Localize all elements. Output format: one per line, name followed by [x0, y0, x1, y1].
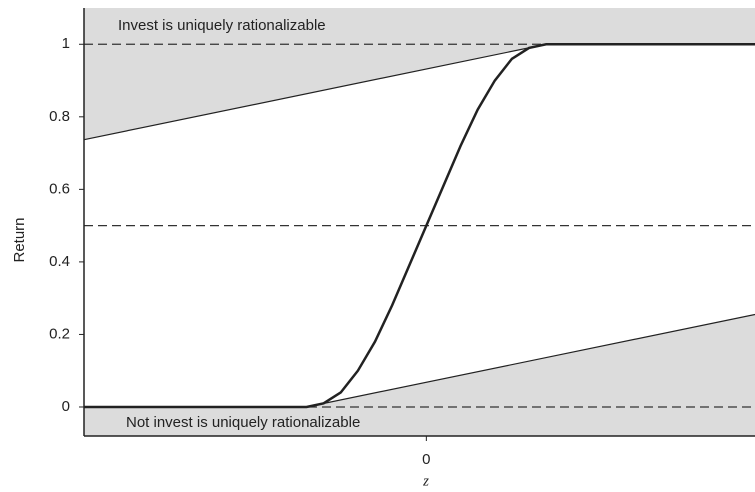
- y-tick-label: 0.4: [49, 253, 70, 270]
- annotation: Not invest is uniquely rationalizable: [126, 414, 360, 431]
- y-tick-label: 0.6: [49, 180, 70, 197]
- y-tick-label: 0: [62, 398, 70, 415]
- y-tick-label: 0.8: [49, 108, 70, 125]
- shaded-region: [84, 8, 755, 140]
- curve: [84, 43, 755, 409]
- curve: [83, 43, 755, 141]
- y-tick-label: 0.2: [49, 325, 70, 342]
- x-tick-label: 0: [422, 451, 430, 468]
- shaded-region: [84, 314, 755, 436]
- curve: [84, 313, 755, 408]
- x-axis-label: z: [422, 473, 429, 489]
- y-tick-label: 1: [62, 35, 70, 52]
- y-axis-label: Return: [11, 217, 28, 262]
- annotation: Invest is uniquely rationalizable: [118, 17, 326, 34]
